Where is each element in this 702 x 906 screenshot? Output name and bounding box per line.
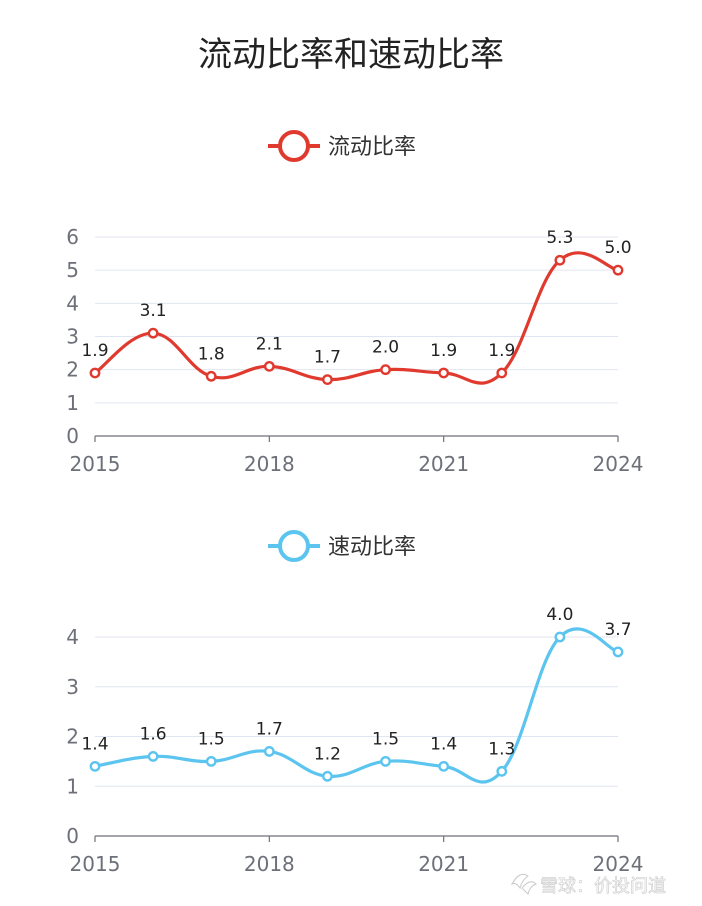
data-point: [205, 370, 217, 382]
data-label: 1.5: [198, 729, 225, 749]
y-tick-label: 0: [66, 824, 79, 848]
data-label: 4.0: [546, 605, 573, 625]
data-label: 1.4: [430, 734, 457, 754]
data-point: [496, 765, 508, 777]
data-point: [89, 367, 101, 379]
series-line: [94, 251, 619, 385]
data-point: [322, 374, 333, 386]
y-tick-label: 4: [66, 625, 79, 649]
x-tick-label: 2015: [70, 452, 121, 476]
data-label: 5.0: [604, 238, 631, 258]
y-tick-label: 1: [66, 391, 79, 415]
data-point: [554, 631, 566, 643]
data-label: 1.2: [314, 744, 341, 764]
data-label: 1.9: [430, 341, 457, 361]
watermark-text: 雪球：价投问道: [540, 876, 666, 897]
data-point: [263, 746, 275, 757]
data-label: 1.5: [372, 729, 399, 749]
x-tick-label: 2015: [70, 852, 121, 876]
y-tick-label: 0: [66, 424, 79, 448]
y-tick-label: 3: [66, 675, 79, 699]
data-point: [205, 755, 217, 767]
y-tick-label: 2: [66, 725, 79, 749]
legend: 流动比率: [268, 130, 416, 162]
data-label: 1.8: [198, 344, 225, 364]
data-point: [89, 760, 101, 772]
legend: 速动比率: [268, 530, 416, 562]
y-tick-label: 3: [66, 325, 79, 349]
x-tick-label: 2018: [244, 852, 295, 876]
x-tick-label: 2018: [244, 452, 295, 476]
data-point: [612, 264, 624, 276]
data-label: 1.7: [314, 348, 341, 368]
y-tick-label: 1: [66, 774, 79, 798]
x-tick-label: 2024: [593, 452, 644, 476]
data-point: [147, 327, 159, 339]
legend-label: 流动比率: [328, 135, 416, 160]
snowball-logo-icon: [510, 873, 537, 895]
data-label: 1.4: [81, 734, 108, 754]
legend-marker: [278, 530, 310, 562]
data-point: [438, 367, 450, 379]
x-tick-label: 2021: [418, 452, 469, 476]
legend-marker: [278, 130, 310, 162]
data-label: 2.1: [256, 334, 283, 354]
data-label: 1.6: [140, 724, 167, 744]
data-point: [438, 760, 450, 772]
chart-title: 流动比率和速动比率: [198, 35, 504, 75]
data-label: 1.3: [488, 739, 515, 759]
y-tick-label: 5: [66, 258, 79, 282]
data-label: 1.9: [488, 341, 515, 361]
panel-1: 流动比率 0 1 2 3 4 5 6 2015 2018 2021 2024 1.9 3.1 1.8 2.1 1…: [66, 130, 644, 476]
data-point: [380, 755, 391, 767]
data-label: 1.9: [81, 341, 108, 361]
y-tick-label: 2: [66, 358, 79, 382]
x-tick-label: 2021: [418, 852, 469, 876]
data-label: 3.7: [604, 620, 631, 640]
legend-label: 速动比率: [328, 535, 416, 560]
data-point: [263, 360, 275, 372]
data-label: 2.0: [372, 338, 399, 358]
data-label: 5.3: [546, 228, 573, 248]
data-point: [147, 751, 159, 762]
panel-2: 速动比率 0 1 2 3 4 2015 2018 2021 2024 1.4 1.6 1.5 1.7 1.2…: [66, 530, 644, 876]
data-label: 1.7: [256, 719, 283, 739]
watermark: 雪球：价投问道: [510, 873, 666, 897]
data-point: [554, 254, 566, 266]
data-point: [612, 646, 624, 658]
data-label: 3.1: [140, 301, 167, 321]
y-tick-label: 6: [66, 225, 79, 249]
x-tick-label: 2024: [593, 852, 644, 876]
series-line: [94, 627, 619, 784]
y-tick-label: 4: [66, 291, 79, 315]
data-point: [322, 770, 333, 782]
data-point: [380, 364, 391, 376]
data-point: [496, 367, 508, 379]
